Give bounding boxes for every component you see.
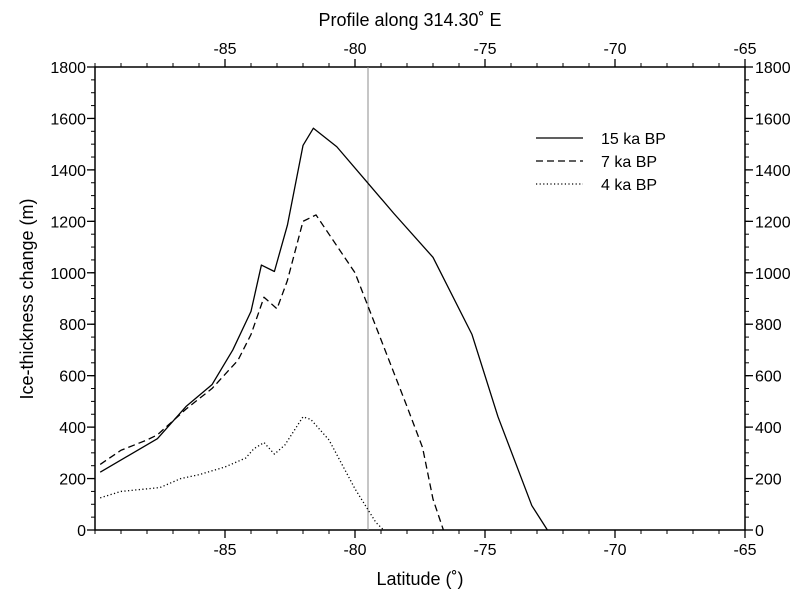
legend-label: 15 ka BP (601, 131, 666, 148)
y-tick-label-right: 400 (755, 420, 782, 437)
axis-ticks: -85 -85 -80 -80 -75 -75 -70 -70 -65 -65 0 0 200 200 40… (50, 41, 790, 559)
y-tick-label-right: 1000 (755, 266, 791, 283)
legend-label: 7 ka BP (601, 154, 657, 171)
y-tick-label-left: 1600 (50, 111, 86, 128)
y-tick-label-right: 0 (755, 523, 764, 540)
y-tick-label-left: 800 (59, 317, 86, 334)
x-tick-label-top: -85 (213, 41, 236, 58)
y-tick-label-left: 1000 (50, 266, 86, 283)
y-tick-label-right: 1200 (755, 214, 791, 231)
y-tick-label-left: 400 (59, 420, 86, 437)
chart-title: Profile along 314.30˚ E (318, 10, 501, 30)
x-tick-label-bottom: -85 (213, 542, 236, 559)
series-line-dashed (99, 214, 445, 531)
x-tick-label-top: -70 (603, 41, 626, 58)
x-tick-label-top: -75 (473, 41, 496, 58)
y-tick-label-left: 600 (59, 369, 86, 386)
y-tick-label-left: 200 (59, 472, 86, 489)
legend: 15 ka BP 7 ka BP 4 ka BP (536, 131, 666, 194)
series-line-solid (99, 127, 548, 531)
x-tick-label-bottom: -65 (733, 542, 756, 559)
y-tick-label-left: 1800 (50, 60, 86, 77)
y-tick-label-right: 600 (755, 369, 782, 386)
x-axis-title: Latitude (˚) (376, 569, 463, 589)
series-line-dotted (100, 416, 385, 531)
y-tick-label-left: 0 (77, 523, 86, 540)
x-tick-label-bottom: -75 (473, 542, 496, 559)
y-tick-label-right: 1400 (755, 163, 791, 180)
y-tick-label-right: 800 (755, 317, 782, 334)
y-tick-label-right: 1600 (755, 111, 791, 128)
y-tick-label-left: 1400 (50, 163, 86, 180)
x-tick-label-top: -80 (343, 41, 366, 58)
y-tick-label-right: 1800 (755, 60, 791, 77)
x-tick-label-top: -65 (733, 41, 756, 58)
y-tick-label-right: 200 (755, 472, 782, 489)
legend-label: 4 ka BP (601, 177, 657, 194)
x-tick-label-bottom: -70 (603, 542, 626, 559)
y-tick-label-left: 1200 (50, 214, 86, 231)
series-layer (99, 67, 548, 531)
y-axis-title: Ice-thickness change (m) (17, 198, 37, 399)
x-tick-label-bottom: -80 (343, 542, 366, 559)
